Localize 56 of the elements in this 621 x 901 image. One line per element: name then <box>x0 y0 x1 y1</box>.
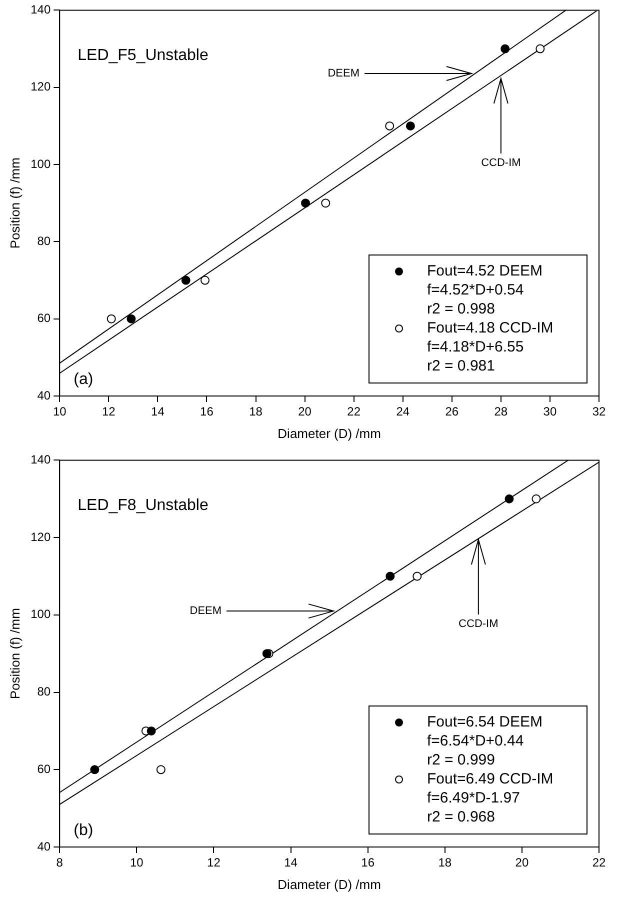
y-tick-label: 60 <box>37 762 51 776</box>
y-tick-label: 120 <box>30 530 51 544</box>
legend-label: Fout=4.18 CCD-IM <box>427 320 554 337</box>
y-tick-label: 140 <box>30 2 51 17</box>
x-tick-label: 28 <box>494 404 508 419</box>
y-tick-label: 60 <box>37 311 51 326</box>
text: LED_F5_Unstable <box>78 47 208 64</box>
x-axis-title: Diameter (D) /mm <box>278 426 381 441</box>
y-tick-label: 120 <box>30 80 51 94</box>
x-tick-label: 12 <box>102 404 116 419</box>
y-tick-label: 140 <box>30 452 51 467</box>
x-tick-label: 22 <box>592 856 606 870</box>
y-tick-label: 40 <box>37 839 51 854</box>
annotation: (b) <box>74 822 94 839</box>
x-tick-label: 22 <box>347 404 361 419</box>
x-axis-title: Diameter (D) /mm <box>278 876 381 892</box>
x-tick-label: 16 <box>361 856 375 870</box>
x-tick-label: 12 <box>207 856 221 870</box>
annotation: r2 = 0.968 <box>427 808 495 826</box>
y-tick-label: 100 <box>30 156 51 171</box>
x-tick-label: 20 <box>515 856 529 870</box>
x-tick-label: 14 <box>284 856 298 870</box>
y-tick-label: 80 <box>37 684 51 699</box>
annotation: (a) <box>74 371 94 388</box>
annotation: f=6.49*D-1.97 <box>427 790 520 807</box>
x-tick-label: 32 <box>592 404 606 419</box>
annotation: DEEM <box>328 68 360 80</box>
annotation: r2 = 0.998 <box>427 300 495 318</box>
x-tick-label: 10 <box>130 856 144 870</box>
x-tick-label: 18 <box>249 404 263 419</box>
x-tick-label: 20 <box>298 404 312 419</box>
y-tick-label: 40 <box>37 388 51 402</box>
x-tick-label: 16 <box>200 404 214 419</box>
annotation: r2 = 0.981 <box>427 358 495 375</box>
annotation: r2 = 0.999 <box>427 752 495 769</box>
x-tick-label: 10 <box>52 404 67 419</box>
annotation: CCD-IM <box>481 157 521 170</box>
x-tick-label: 18 <box>438 856 452 870</box>
annotation: f=4.52*D+0.54 <box>427 282 524 299</box>
x-tick-label: 30 <box>543 404 557 419</box>
annotation: f=6.54*D+0.44 <box>427 732 524 750</box>
y-axis-title: Position (f) /mm <box>7 608 22 700</box>
text: LED_F8_Unstable <box>78 497 208 514</box>
x-tick-label: 26 <box>445 404 459 419</box>
y-tick-label: 80 <box>37 234 51 248</box>
annotation: CCD-IM <box>458 618 498 630</box>
x-tick-label: 14 <box>151 404 165 419</box>
legend-label: Fout=6.49 CCD-IM <box>427 770 554 788</box>
legend-label: Fout=6.54 DEEM <box>427 714 542 731</box>
y-axis-title: Position (f) /mm <box>7 158 22 249</box>
x-tick-label: 8 <box>56 856 64 870</box>
legend-label: Fout=4.52 DEEM <box>427 262 542 280</box>
x-tick-label: 24 <box>396 404 410 419</box>
annotation: f=4.18*D+6.55 <box>427 338 524 356</box>
y-tick-label: 100 <box>30 607 51 622</box>
annotation: DEEM <box>190 605 222 618</box>
